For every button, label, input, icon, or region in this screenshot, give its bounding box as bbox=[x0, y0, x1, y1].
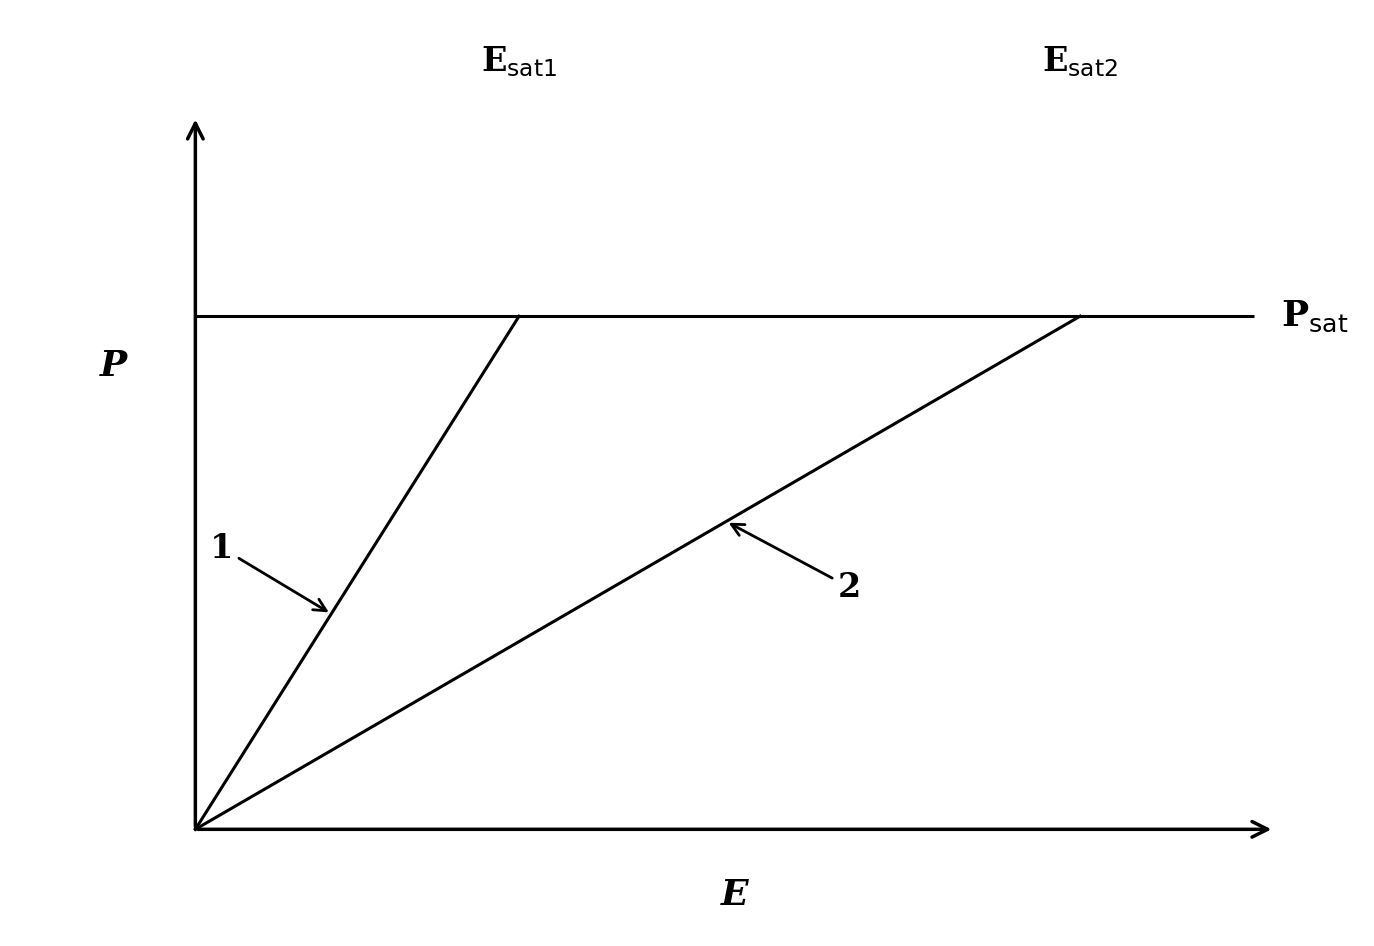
Text: E: E bbox=[721, 878, 749, 912]
Text: P$_\mathrm{sat}$: P$_\mathrm{sat}$ bbox=[1281, 299, 1348, 334]
Text: E$_\mathrm{sat2}$: E$_\mathrm{sat2}$ bbox=[1041, 44, 1118, 79]
Text: E$_\mathrm{sat1}$: E$_\mathrm{sat1}$ bbox=[481, 44, 556, 79]
Text: 2: 2 bbox=[731, 524, 860, 604]
Text: P: P bbox=[100, 349, 126, 383]
Text: 1: 1 bbox=[210, 532, 326, 611]
